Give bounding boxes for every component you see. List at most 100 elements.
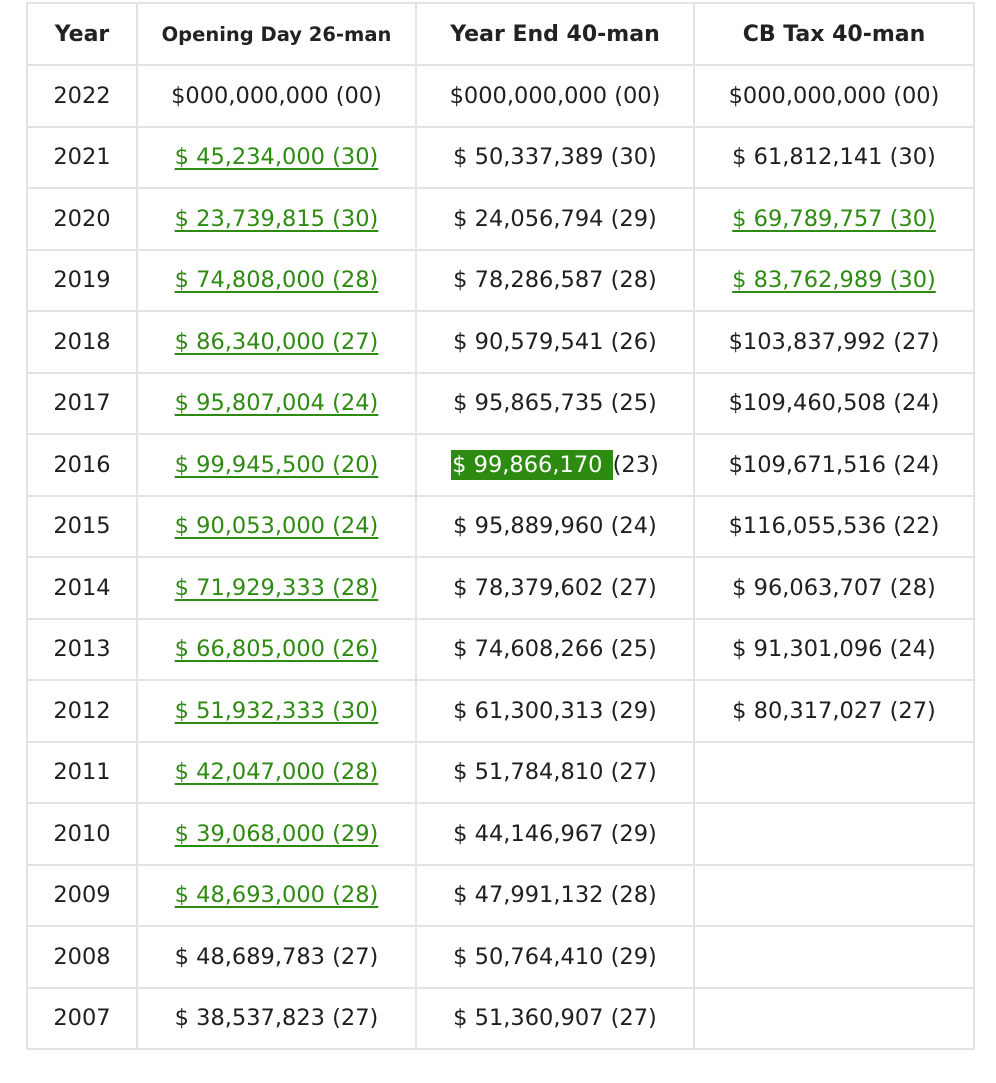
table-row: 2018 $ 86,340,000 (27) $ 90,579,541 (26) $1… <box>26 310 975 374</box>
cell-cb-tax: $109,671,516 (24) <box>693 433 975 497</box>
cell-year-end: $ 74,608,266 (25) <box>415 617 695 681</box>
cell-opening-day: $ 86,340,000 (27) <box>136 310 417 374</box>
cell-cb-tax: $ 61,812,141 (30) <box>693 125 975 189</box>
cell-year-end: $ 61,300,313 (29) <box>415 679 695 743</box>
opening-day-link[interactable]: $ 42,047,000 (28) <box>174 759 379 786</box>
cell-opening-day: $ 90,053,000 (24) <box>136 494 417 558</box>
highlighted-value: $ 99,866,170 <box>451 449 613 480</box>
table-row: 2019 $ 74,808,000 (28) $ 78,286,587 (28) $ … <box>26 248 975 312</box>
cell-year-end: $ 51,360,907 (27) <box>415 986 695 1050</box>
cell-cb-tax <box>693 925 975 989</box>
cell-year: 2007 <box>26 986 138 1050</box>
cell-year-end: $ 95,865,735 (25) <box>415 371 695 435</box>
table-row: 2020 $ 23,739,815 (30) $ 24,056,794 (29) $ … <box>26 187 975 251</box>
cell-opening-day: $ 74,808,000 (28) <box>136 248 417 312</box>
header-opening-day: Opening Day 26-man <box>136 2 417 66</box>
cb-tax-link[interactable]: $ 83,762,989 (30) <box>732 267 936 294</box>
cell-year-end: $ 78,286,587 (28) <box>415 248 695 312</box>
cell-opening-day: $ 45,234,000 (30) <box>136 125 417 189</box>
opening-day-link[interactable]: $ 23,739,815 (30) <box>174 205 379 232</box>
cell-cb-tax: $ 96,063,707 (28) <box>693 556 975 620</box>
cell-year: 2020 <box>26 187 138 251</box>
table-row: 2011 $ 42,047,000 (28) $ 51,784,810 (27) <box>26 740 975 804</box>
table-row: 2014 $ 71,929,333 (28) $ 78,379,602 (27) $ … <box>26 556 975 620</box>
opening-day-link[interactable]: $ 45,234,000 (30) <box>174 144 379 171</box>
roster-count: (23) <box>612 451 659 478</box>
table-body: 2022 $000,000,000 (00) $000,000,000 (00) $0… <box>26 64 975 1050</box>
cell-cb-tax <box>693 802 975 866</box>
cell-cb-tax <box>693 986 975 1050</box>
opening-day-link[interactable]: $ 86,340,000 (27) <box>174 328 379 355</box>
cell-year: 2012 <box>26 679 138 743</box>
cell-year: 2009 <box>26 863 138 927</box>
header-year: Year <box>26 2 138 66</box>
table-row: 2008 $ 48,689,783 (27) $ 50,764,410 (29) <box>26 925 975 989</box>
cell-cb-tax: $103,837,992 (27) <box>693 310 975 374</box>
opening-day-link[interactable]: $ 66,805,000 (26) <box>174 636 379 663</box>
cell-year: 2021 <box>26 125 138 189</box>
cell-opening-day: $ 23,739,815 (30) <box>136 187 417 251</box>
cell-year-end: $ 78,379,602 (27) <box>415 556 695 620</box>
cell-year: 2008 <box>26 925 138 989</box>
table-row: 2010 $ 39,068,000 (29) $ 44,146,967 (29) <box>26 802 975 866</box>
cell-opening-day: $ 39,068,000 (29) <box>136 802 417 866</box>
cell-opening-day: $ 42,047,000 (28) <box>136 740 417 804</box>
header-year-end: Year End 40-man <box>415 2 695 66</box>
cell-year-end: $ 47,991,132 (28) <box>415 863 695 927</box>
cell-year: 2011 <box>26 740 138 804</box>
cell-year-end: $ 50,764,410 (29) <box>415 925 695 989</box>
cell-year: 2017 <box>26 371 138 435</box>
table-row: 2021 $ 45,234,000 (30) $ 50,337,389 (30) $ … <box>26 125 975 189</box>
opening-day-link[interactable]: $ 90,053,000 (24) <box>174 513 379 540</box>
cell-opening-day: $ 95,807,004 (24) <box>136 371 417 435</box>
cell-year-end: $ 44,146,967 (29) <box>415 802 695 866</box>
header-cb-tax: CB Tax 40-man <box>693 2 975 66</box>
cell-opening-day: $ 48,689,783 (27) <box>136 925 417 989</box>
cell-cb-tax: $109,460,508 (24) <box>693 371 975 435</box>
cell-year-end: $ 50,337,389 (30) <box>415 125 695 189</box>
cell-cb-tax <box>693 863 975 927</box>
cell-year: 2019 <box>26 248 138 312</box>
cell-year: 2010 <box>26 802 138 866</box>
table-row: 2009 $ 48,693,000 (28) $ 47,991,132 (28) <box>26 863 975 927</box>
opening-day-link[interactable]: $ 71,929,333 (28) <box>174 574 379 601</box>
table-row: 2012 $ 51,932,333 (30) $ 61,300,313 (29) $ … <box>26 679 975 743</box>
cell-year: 2015 <box>26 494 138 558</box>
cell-cb-tax: $000,000,000 (00) <box>693 64 975 128</box>
table-row: 2017 $ 95,807,004 (24) $ 95,865,735 (25) $1… <box>26 371 975 435</box>
cell-year-end: $ 90,579,541 (26) <box>415 310 695 374</box>
cell-opening-day: $000,000,000 (00) <box>136 64 417 128</box>
cell-opening-day: $ 99,945,500 (20) <box>136 433 417 497</box>
table-row: 2022 $000,000,000 (00) $000,000,000 (00) $0… <box>26 64 975 128</box>
cell-year-end: $000,000,000 (00) <box>415 64 695 128</box>
cell-cb-tax: $ 69,789,757 (30) <box>693 187 975 251</box>
payroll-table: Year Opening Day 26-man Year End 40-man … <box>26 2 975 1050</box>
cell-opening-day: $ 66,805,000 (26) <box>136 617 417 681</box>
cell-year: 2013 <box>26 617 138 681</box>
cell-opening-day: $ 48,693,000 (28) <box>136 863 417 927</box>
cell-year: 2018 <box>26 310 138 374</box>
cell-opening-day: $ 71,929,333 (28) <box>136 556 417 620</box>
header-row: Year Opening Day 26-man Year End 40-man … <box>26 2 975 66</box>
cb-tax-link[interactable]: $ 69,789,757 (30) <box>732 205 936 232</box>
cell-cb-tax: $ 80,317,027 (27) <box>693 679 975 743</box>
table-row: 2016 $ 99,945,500 (20) $ 99,866,170 (23) $1… <box>26 433 975 497</box>
cell-cb-tax <box>693 740 975 804</box>
cell-year-end: $ 24,056,794 (29) <box>415 187 695 251</box>
cell-year-end: $ 95,889,960 (24) <box>415 494 695 558</box>
cell-year: 2016 <box>26 433 138 497</box>
cell-year: 2022 <box>26 64 138 128</box>
table-header: Year Opening Day 26-man Year End 40-man … <box>26 2 975 66</box>
opening-day-link[interactable]: $ 74,808,000 (28) <box>174 267 379 294</box>
cell-cb-tax: $ 83,762,989 (30) <box>693 248 975 312</box>
cell-year-end: $ 99,866,170 (23) <box>415 433 695 497</box>
opening-day-link[interactable]: $ 95,807,004 (24) <box>174 390 379 417</box>
cell-year-end: $ 51,784,810 (27) <box>415 740 695 804</box>
table-row: 2015 $ 90,053,000 (24) $ 95,889,960 (24) $1… <box>26 494 975 558</box>
opening-day-link[interactable]: $ 51,932,333 (30) <box>174 697 379 724</box>
opening-day-link[interactable]: $ 39,068,000 (29) <box>174 820 379 847</box>
cell-cb-tax: $116,055,536 (22) <box>693 494 975 558</box>
opening-day-link[interactable]: $ 48,693,000 (28) <box>174 882 379 909</box>
opening-day-link[interactable]: $ 99,945,500 (20) <box>174 451 379 478</box>
cell-opening-day: $ 51,932,333 (30) <box>136 679 417 743</box>
